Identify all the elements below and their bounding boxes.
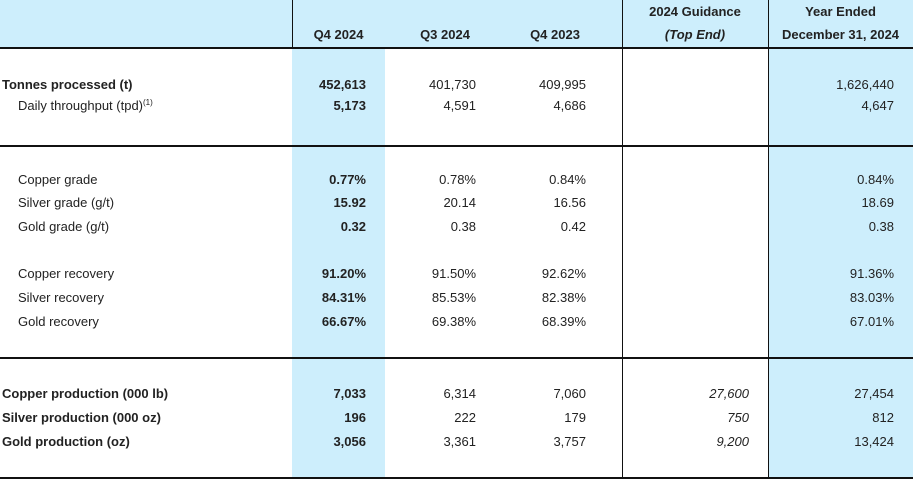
divider [292,0,293,47]
table-cell: 0.77% [329,172,366,187]
q4-2024-column-highlight [292,0,385,479]
section-rule [0,145,913,147]
table-cell: 67.01% [849,314,894,329]
table-cell: 9,200 [716,434,749,449]
table-cell: 27,454 [854,386,894,401]
header-band [0,0,913,47]
table-cell: 409,995 [539,77,586,92]
table-cell: 812 [872,410,894,425]
row-label-text: Gold recovery [18,314,99,329]
table-cell: 91.20% [321,266,366,281]
row-label: Gold recovery [18,314,99,330]
section-rule [0,357,913,359]
row-label-text: Tonnes processed (t) [2,77,133,92]
divider [622,0,623,479]
table-cell: 91.36% [849,266,894,281]
row-label-text: Daily throughput (tpd) [18,98,144,113]
table-cell: 4,647 [861,98,894,113]
row-label: Copper recovery [18,266,114,282]
row-label: Copper production (000 lb) [2,386,168,402]
table-cell: 69.38% [431,314,476,329]
table-cell: 91.50% [431,266,476,281]
table-cell: 3,361 [443,434,476,449]
table-cell: 7,060 [553,386,586,401]
divider [768,0,769,479]
row-label-text: Silver grade (g/t) [18,195,115,210]
row-label-text: Silver recovery [18,290,104,305]
col-header-year-ended-date: December 31, 2024 [781,27,900,42]
col-header-year-ended: Year Ended [805,4,876,19]
table-cell: 20.14 [443,195,476,210]
table-cell: 13,424 [854,434,894,449]
table-cell: 222 [454,410,476,425]
row-label: Gold production (oz) [2,434,130,450]
table-cell: 84.31% [321,290,366,305]
table-cell: 4,686 [553,98,586,113]
col-header-q4-2024: Q4 2024 [313,27,364,42]
table-cell: 7,033 [333,386,366,401]
table-cell: 0.84% [857,172,894,187]
row-label-text: Gold grade (g/t) [18,219,110,234]
table-cell: 0.32 [340,219,366,234]
table-cell: 85.53% [431,290,476,305]
year-ended-column-highlight [768,0,913,479]
col-header-q4-2023: Q4 2023 [530,27,580,42]
row-label: Silver production (000 oz) [2,410,161,426]
table-cell: 68.39% [541,314,586,329]
table-cell: 3,056 [333,434,366,449]
row-label-text: Copper production (000 lb) [2,386,169,401]
row-label: Silver recovery [18,290,104,306]
table-cell: 83.03% [849,290,894,305]
table-cell: 0.42 [560,219,586,234]
bottom-rule [0,477,913,479]
col-header-q3-2024: Q3 2024 [420,27,470,42]
table-cell: 401,730 [429,77,476,92]
table-cell: 0.78% [439,172,476,187]
row-label: Tonnes processed (t) [2,77,133,93]
row-label-text: Gold production (oz) [2,434,130,449]
table-cell: 15.92 [333,195,366,210]
table-cell: 27,600 [709,386,749,401]
row-label-text: Silver production (000 oz) [2,410,161,425]
row-label-text: Copper recovery [18,266,115,281]
table-cell: 179 [564,410,586,425]
table-cell: 82.38% [541,290,586,305]
table-cell: 92.62% [541,266,586,281]
table-cell: 5,173 [333,98,366,113]
footnote-marker: (1) [143,98,153,107]
table-cell: 4,591 [443,98,476,113]
row-label-text: Copper grade [18,172,98,187]
table-cell: 3,757 [553,434,586,449]
col-header-guidance: 2024 Guidance [649,4,741,19]
row-label: Silver grade (g/t) [18,195,114,211]
row-label: Copper grade [18,172,98,188]
table-cell: 452,613 [319,77,366,92]
table-cell: 1,626,440 [836,77,894,92]
table-cell: 16.56 [553,195,586,210]
row-label: Gold grade (g/t) [18,219,109,235]
col-header-guidance-sub: (Top End) [664,27,726,42]
table-cell: 0.38 [450,219,476,234]
header-rule [0,47,913,49]
table-cell: 66.67% [321,314,366,329]
table-cell: 18.69 [861,195,894,210]
table-cell: 6,314 [443,386,476,401]
table-cell: 196 [344,410,366,425]
table-cell: 750 [727,410,749,425]
table-cell: 0.84% [549,172,586,187]
row-label: Daily throughput (tpd)(1) [18,98,153,114]
table-cell: 0.38 [868,219,894,234]
